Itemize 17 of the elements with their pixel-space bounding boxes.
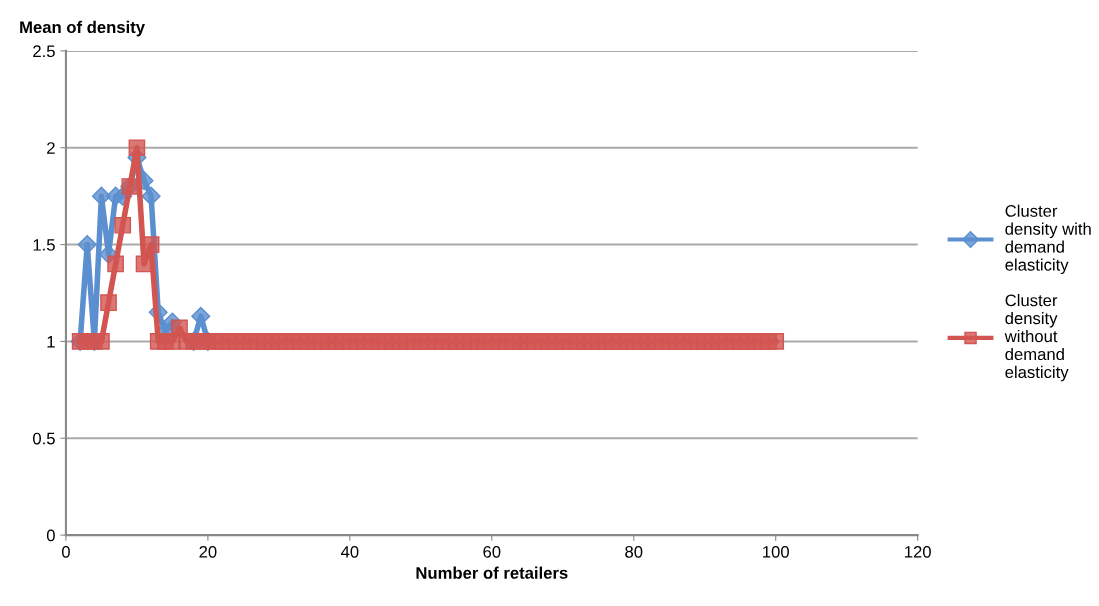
y-tick-label: 2 xyxy=(47,142,55,154)
x-tick-label: 80 xyxy=(625,545,643,558)
x-tick-label: 120 xyxy=(905,545,931,558)
x-tick-label: 40 xyxy=(340,545,359,558)
y-tick-label: 1 xyxy=(47,335,55,348)
y-tick-label: 0.5 xyxy=(33,432,55,445)
y-tick-label: 1.5 xyxy=(33,239,55,251)
x-tick-label: 100 xyxy=(763,545,789,558)
x-tick-label: 20 xyxy=(199,545,217,558)
y-tick-label: 2.5 xyxy=(33,45,55,58)
y-axis-title: Mean of density xyxy=(20,20,145,37)
x-tick-label: 0 xyxy=(61,545,70,558)
legend-label: Cluster density without demand elasticity xyxy=(1004,294,1069,382)
x-axis-title: Number of retailers xyxy=(416,566,568,579)
legend-label: Cluster density with demand elasticity xyxy=(1005,204,1091,275)
x-tick-label: 60 xyxy=(483,545,501,558)
y-tick-label: 0 xyxy=(46,529,55,542)
